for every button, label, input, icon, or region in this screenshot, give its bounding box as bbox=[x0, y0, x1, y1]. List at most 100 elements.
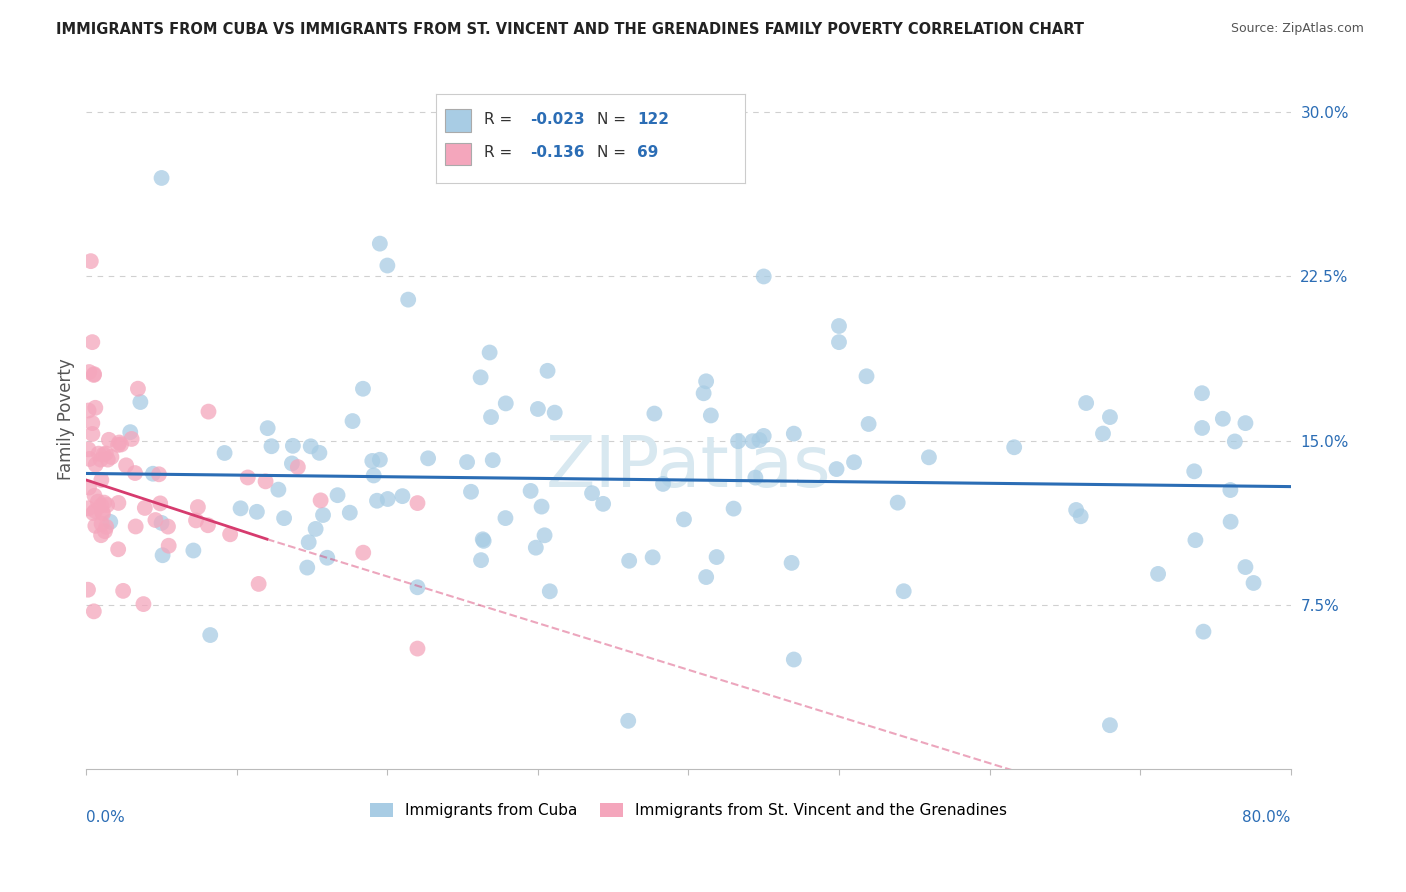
Point bbox=[93, 495, 115, 509]
Point bbox=[406, 580, 429, 594]
Text: R =: R = bbox=[484, 145, 517, 161]
Point bbox=[416, 451, 439, 466]
Point bbox=[352, 546, 374, 560]
Point bbox=[544, 406, 567, 420]
Point bbox=[83, 368, 105, 382]
Point bbox=[396, 293, 419, 307]
Point bbox=[368, 236, 391, 251]
Point bbox=[366, 493, 388, 508]
Point bbox=[84, 519, 107, 533]
Point bbox=[129, 395, 152, 409]
Point bbox=[530, 500, 553, 514]
Point bbox=[641, 550, 664, 565]
Point bbox=[352, 382, 374, 396]
Point bbox=[391, 489, 413, 503]
Point bbox=[77, 481, 100, 495]
Text: -0.136: -0.136 bbox=[530, 145, 585, 161]
Point bbox=[893, 584, 915, 599]
Point bbox=[312, 508, 335, 522]
Point bbox=[145, 513, 167, 527]
Point bbox=[260, 439, 283, 453]
Point bbox=[783, 652, 806, 666]
Point bbox=[183, 543, 205, 558]
Point bbox=[780, 556, 803, 570]
Point bbox=[342, 414, 364, 428]
Point bbox=[538, 584, 561, 599]
Point bbox=[692, 386, 714, 401]
Point bbox=[77, 501, 100, 516]
Point bbox=[1002, 440, 1025, 454]
Point bbox=[184, 513, 207, 527]
Point bbox=[1091, 426, 1114, 441]
FancyBboxPatch shape bbox=[446, 143, 471, 165]
Point bbox=[197, 518, 219, 533]
Point bbox=[107, 542, 129, 557]
Point bbox=[214, 446, 236, 460]
Point bbox=[132, 597, 155, 611]
Point bbox=[90, 528, 112, 542]
Point bbox=[592, 497, 614, 511]
Point bbox=[842, 455, 865, 469]
Point bbox=[783, 426, 806, 441]
Text: R =: R = bbox=[484, 112, 517, 127]
Point bbox=[308, 446, 330, 460]
Point bbox=[124, 466, 146, 480]
Point bbox=[1192, 624, 1215, 639]
Text: 0.0%: 0.0% bbox=[86, 810, 125, 824]
Point bbox=[316, 550, 339, 565]
Point bbox=[97, 452, 120, 467]
Point bbox=[361, 454, 384, 468]
Point bbox=[377, 491, 399, 506]
Point bbox=[406, 496, 429, 510]
Text: ZIPatlas: ZIPatlas bbox=[546, 434, 831, 502]
Point bbox=[706, 549, 728, 564]
Point bbox=[472, 533, 495, 548]
Point bbox=[84, 504, 107, 518]
Point bbox=[536, 364, 558, 378]
Point bbox=[87, 447, 110, 461]
Point bbox=[80, 254, 103, 268]
Point bbox=[82, 335, 104, 350]
Text: -0.023: -0.023 bbox=[530, 112, 585, 127]
Point bbox=[744, 470, 766, 484]
Text: IMMIGRANTS FROM CUBA VS IMMIGRANTS FROM ST. VINCENT AND THE GRENADINES FAMILY PO: IMMIGRANTS FROM CUBA VS IMMIGRANTS FROM … bbox=[56, 22, 1084, 37]
Point bbox=[100, 450, 122, 464]
Point bbox=[581, 486, 603, 500]
Point bbox=[256, 421, 278, 435]
Point bbox=[886, 496, 908, 510]
Point bbox=[83, 367, 105, 381]
Point bbox=[77, 403, 100, 417]
Point bbox=[84, 458, 107, 472]
Point bbox=[267, 483, 290, 497]
FancyBboxPatch shape bbox=[446, 109, 471, 131]
Point bbox=[127, 382, 149, 396]
Point bbox=[643, 407, 665, 421]
Point bbox=[148, 467, 170, 482]
Text: 80.0%: 80.0% bbox=[1243, 810, 1291, 824]
Point bbox=[309, 493, 332, 508]
Point bbox=[108, 435, 131, 450]
Point bbox=[120, 425, 142, 439]
Legend: Immigrants from Cuba, Immigrants from St. Vincent and the Grenadines: Immigrants from Cuba, Immigrants from St… bbox=[364, 797, 1014, 824]
Point bbox=[229, 501, 252, 516]
Point bbox=[82, 416, 104, 430]
Point bbox=[723, 501, 745, 516]
Point bbox=[494, 511, 516, 525]
Point bbox=[246, 505, 269, 519]
Point bbox=[527, 401, 550, 416]
Point bbox=[470, 370, 492, 384]
Point bbox=[91, 505, 114, 519]
Point bbox=[1243, 576, 1265, 591]
Point bbox=[197, 404, 219, 418]
Point bbox=[77, 365, 100, 379]
Point bbox=[495, 396, 517, 410]
Text: 69: 69 bbox=[637, 145, 658, 161]
Point bbox=[363, 468, 385, 483]
Point bbox=[152, 548, 174, 562]
Point bbox=[1064, 503, 1087, 517]
Point bbox=[727, 434, 749, 449]
Y-axis label: Family Poverty: Family Poverty bbox=[58, 358, 75, 480]
Point bbox=[287, 460, 309, 475]
Point bbox=[326, 488, 349, 502]
Point bbox=[700, 409, 723, 423]
